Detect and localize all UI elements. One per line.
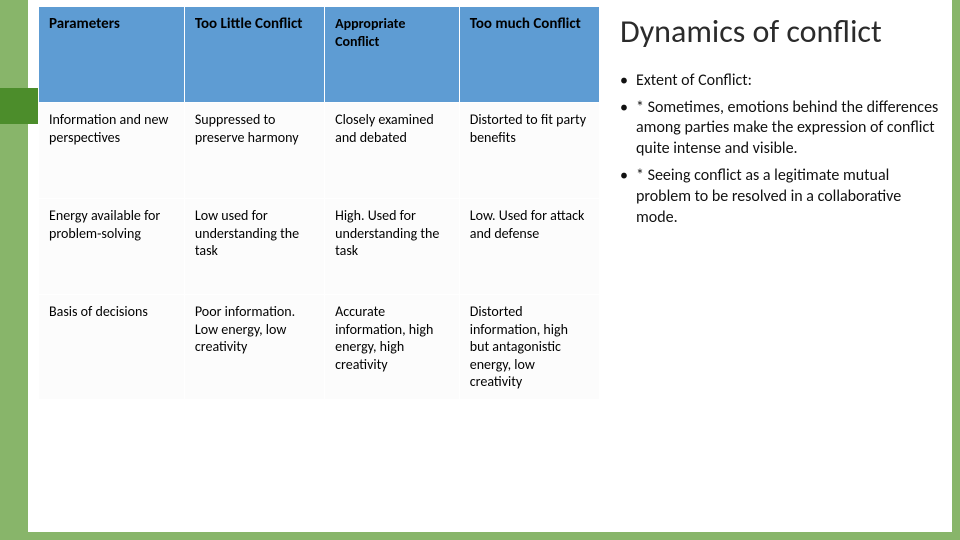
col-appropriate: Appropriate Conflict	[325, 7, 460, 103]
content-area: Parameters Too Little Conflict Appropria…	[28, 0, 952, 532]
cell-param: Basis of decisions	[39, 295, 185, 400]
col-too-much: Too much Conflict	[459, 7, 599, 103]
cell-appropriate: Closely examined and debated	[325, 103, 460, 199]
table-row: Energy available for problem-solving Low…	[39, 199, 600, 295]
conflict-table: Parameters Too Little Conflict Appropria…	[38, 6, 600, 400]
list-item: * Sometimes, emotions behind the differe…	[620, 98, 946, 160]
table-row: Information and new perspectives Suppres…	[39, 103, 600, 199]
page-title: Dynamics of conflict	[620, 14, 946, 51]
side-panel: Dynamics of conflict Extent of Conflict:…	[608, 0, 952, 532]
cell-param: Information and new perspectives	[39, 103, 185, 199]
cell-too-little: Poor information. Low energy, low creati…	[184, 295, 324, 400]
slide: Parameters Too Little Conflict Appropria…	[0, 0, 960, 540]
list-item: Extent of Conflict:	[620, 71, 946, 92]
col-too-little: Too Little Conflict	[184, 7, 324, 103]
bullet-list: Extent of Conflict: * Sometimes, emotion…	[620, 71, 946, 229]
col-parameters: Parameters	[39, 7, 185, 103]
table-row: Basis of decisions Poor information. Low…	[39, 295, 600, 400]
cell-too-little: Suppressed to preserve harmony	[184, 103, 324, 199]
list-item: * Seeing conflict as a legitimate mutual…	[620, 166, 946, 228]
cell-appropriate: High. Used for understanding the task	[325, 199, 460, 295]
cell-param: Energy available for problem-solving	[39, 199, 185, 295]
table-header-row: Parameters Too Little Conflict Appropria…	[39, 7, 600, 103]
cell-appropriate: Accurate information, high energy, high …	[325, 295, 460, 400]
table-region: Parameters Too Little Conflict Appropria…	[28, 0, 608, 532]
cell-too-much: Low. Used for attack and defense	[459, 199, 599, 295]
cell-too-much: Distorted to fit party benefits	[459, 103, 599, 199]
cell-too-little: Low used for understanding the task	[184, 199, 324, 295]
cell-too-much: Distorted information, high but antagoni…	[459, 295, 599, 400]
